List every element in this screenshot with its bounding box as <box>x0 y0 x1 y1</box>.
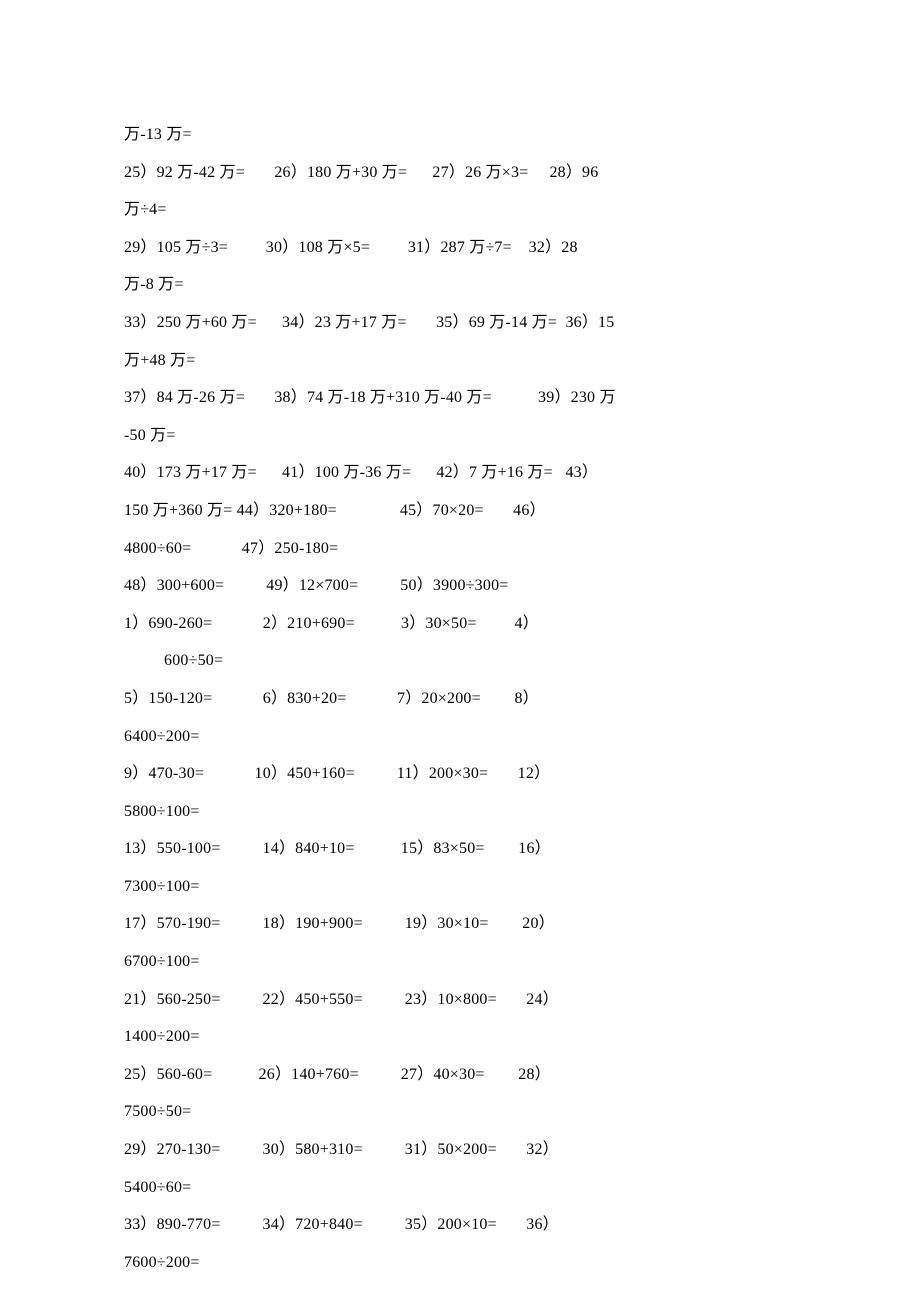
text-line: 7600÷200= <box>124 1244 800 1282</box>
text-line: 9）470-30= 10）450+160= 11）200×30= 12） <box>124 755 800 793</box>
text-line: 25）92 万-42 万= 26）180 万+30 万= 27）26 万×3= … <box>124 154 800 192</box>
text-line: 7500÷50= <box>124 1093 800 1131</box>
text-line: -50 万= <box>124 417 800 455</box>
text-line: 25）560-60= 26）140+760= 27）40×30= 28） <box>124 1056 800 1094</box>
text-line: 48）300+600= 49）12×700= 50）3900÷300= <box>124 567 800 605</box>
text-line: 33）250 万+60 万= 34）23 万+17 万= 35）69 万-14 … <box>124 304 800 342</box>
text-line: 5800÷100= <box>124 793 800 831</box>
text-line: 6700÷100= <box>124 943 800 981</box>
text-line: 4800÷60= 47）250-180= <box>124 530 800 568</box>
text-line: 21）560-250= 22）450+550= 23）10×800= 24） <box>124 981 800 1019</box>
text-line: 13）550-100= 14）840+10= 15）83×50= 16） <box>124 830 800 868</box>
text-line: 37）84 万-26 万= 38）74 万-18 万+310 万-40 万= 3… <box>124 379 800 417</box>
text-line: 29）270-130= 30）580+310= 31）50×200= 32） <box>124 1131 800 1169</box>
document-page: 万-13 万=25）92 万-42 万= 26）180 万+30 万= 27）2… <box>0 0 920 1281</box>
text-line: 17）570-190= 18）190+900= 19）30×10= 20） <box>124 905 800 943</box>
text-line: 5400÷60= <box>124 1169 800 1207</box>
text-line: 40）173 万+17 万= 41）100 万-36 万= 42）7 万+16 … <box>124 454 800 492</box>
text-line: 万-8 万= <box>124 266 800 304</box>
text-line: 33）890-770= 34）720+840= 35）200×10= 36） <box>124 1206 800 1244</box>
text-line: 600÷50= <box>124 642 800 680</box>
text-line: 29）105 万÷3= 30）108 万×5= 31）287 万÷7= 32）2… <box>124 229 800 267</box>
text-line: 5）150-120= 6）830+20= 7）20×200= 8） <box>124 680 800 718</box>
text-line: 1400÷200= <box>124 1018 800 1056</box>
text-line: 150 万+360 万= 44）320+180= 45）70×20= 46） <box>124 492 800 530</box>
text-line: 万+48 万= <box>124 342 800 380</box>
text-line: 万÷4= <box>124 191 800 229</box>
text-line: 6400÷200= <box>124 718 800 756</box>
text-line: 1）690-260= 2）210+690= 3）30×50= 4） <box>124 605 800 643</box>
text-line: 7300÷100= <box>124 868 800 906</box>
text-line: 万-13 万= <box>124 116 800 154</box>
